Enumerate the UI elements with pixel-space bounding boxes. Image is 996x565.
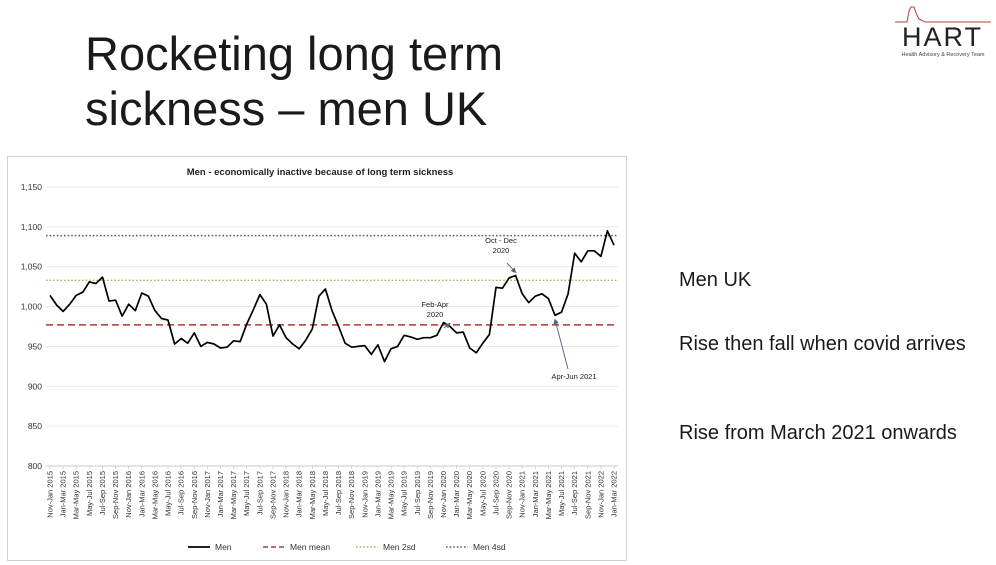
x-tick-label: May-Jul 2021 <box>557 471 566 516</box>
slide-title-line-2: sickness – men UK <box>85 82 488 135</box>
y-tick-label: 1,100 <box>21 222 43 232</box>
x-tick-label: Jul-Sep 2018 <box>334 471 343 515</box>
x-tick-label: Mar-May 2015 <box>72 471 81 519</box>
x-tick-label: Mar-May 2021 <box>544 471 553 519</box>
x-tick-label: Nov-Jan 2017 <box>203 471 212 518</box>
x-tick-label: Jul-Sep 2017 <box>255 471 264 515</box>
reference-lines <box>46 234 618 326</box>
x-tick-label: May-Jul 2015 <box>85 471 94 516</box>
men-series-line <box>49 229 615 363</box>
x-tick-label: Jan-Mar 2015 <box>59 471 68 517</box>
y-tick-label: 900 <box>28 381 42 391</box>
x-tick-label: Jan-Mar 2019 <box>373 471 382 517</box>
x-axis: Nov-Jan 2015 Jan-Mar 2015 Mar-May 2015 May-… <box>46 466 619 519</box>
x-tick-label: Jan-Mar 2020 <box>452 471 461 517</box>
logo-pulse-icon <box>895 6 991 23</box>
x-tick-label: Sep-Nov 2021 <box>583 471 592 519</box>
x-tick-label: Jul-Sep 2016 <box>177 471 186 515</box>
logo-subtitle: Health Advisory & Recovery Team <box>901 52 985 58</box>
x-tick-label: Sep-Nov 2016 <box>190 471 199 519</box>
chart-title: Men - economically inactive because of l… <box>187 167 454 178</box>
logo-text: HART <box>902 22 984 52</box>
hart-logo: HART Health Advisory & Recovery Team <box>895 5 991 65</box>
y-tick-label: 1,150 <box>21 182 43 192</box>
x-tick-label: May-Jul 2018 <box>321 471 330 516</box>
chart-container: Men - economically inactive because of l… <box>7 156 627 561</box>
y-tick-label: 1,000 <box>21 302 43 312</box>
y-tick-label: 1,050 <box>21 262 43 272</box>
side-item-covid-fall: Rise then fall when covid arrives <box>679 333 966 355</box>
x-tick-label: Jan-Mar 2021 <box>531 471 540 517</box>
x-tick-label: Sep-Nov 2017 <box>268 471 277 519</box>
y-axis: 800 850 900 950 1,000 1,050 1,100 1,150 <box>21 182 43 471</box>
x-tick-label: Sep-Nov 2018 <box>347 471 356 519</box>
x-tick-label: Nov-Jan 2019 <box>360 471 369 518</box>
legend-label: Men 2sd <box>383 542 416 552</box>
x-tick-label: Mar-May 2019 <box>387 471 396 519</box>
x-tick-label: May-Jul 2020 <box>478 471 487 516</box>
series-lines <box>49 229 615 363</box>
line-chart: Men - economically inactive because of l… <box>21 167 619 552</box>
x-tick-label: Sep-Nov 2020 <box>505 471 514 519</box>
side-item-rise-2021: Rise from March 2021 onwards <box>679 422 957 444</box>
x-tick-label: Jan-Mar 2018 <box>295 471 304 517</box>
side-item-men-uk: Men UK <box>679 269 752 291</box>
x-tick-label: Jan-Mar 2016 <box>137 471 146 517</box>
x-tick-label: Jul-Sep 2015 <box>98 471 107 515</box>
x-tick-label: Sep-Nov 2019 <box>426 471 435 519</box>
x-tick-label: Jan-Mar 2022 <box>610 471 619 517</box>
slide-title-line-1: Rocketing long term <box>85 27 503 80</box>
x-tick-label: Jul-Sep 2019 <box>413 471 422 515</box>
x-tick-label: May-Jul 2016 <box>164 471 173 516</box>
x-tick-label: Mar-May 2017 <box>229 471 238 519</box>
x-tick-label: Mar-May 2018 <box>308 471 317 519</box>
y-tick-label: 850 <box>28 421 42 431</box>
x-tick-label: Nov-Jan 2015 <box>46 471 55 518</box>
x-tick-label: Nov-Jan 2022 <box>596 471 605 518</box>
legend-label: Men 4sd <box>473 542 506 552</box>
legend-label: Men mean <box>290 542 330 552</box>
x-tick-label: Nov-Jan 2021 <box>518 471 527 518</box>
chart-legend: Men Men mean Men 2sd Men 4sd <box>188 542 506 552</box>
annotation-label: Apr-Jun 2021 <box>551 372 596 381</box>
annotation-label: Oct - Dec <box>485 236 517 245</box>
legend-label: Men <box>215 542 232 552</box>
annotation-arrow <box>506 262 517 274</box>
annotation-label: 2020 <box>493 246 510 255</box>
x-tick-label: Sep-Nov 2015 <box>111 471 120 519</box>
x-tick-label: May-Jul 2019 <box>400 471 409 516</box>
y-tick-label: 800 <box>28 461 42 471</box>
annotation-label: 2020 <box>427 310 444 319</box>
chart-gridlines <box>46 186 618 467</box>
x-tick-label: Jan-Mar 2017 <box>216 471 225 517</box>
slide-title: Rocketing long term sickness – men UK <box>85 26 645 136</box>
annotation-arrow <box>553 318 569 370</box>
x-tick-label: Jul-Sep 2021 <box>570 471 579 515</box>
x-tick-label: Nov-Jan 2020 <box>439 471 448 518</box>
annotation-label: Feb-Apr <box>421 300 449 309</box>
x-tick-label: Mar-May 2016 <box>150 471 159 519</box>
x-tick-label: Nov-Jan 2016 <box>124 471 133 518</box>
annotation-arrow <box>443 322 451 329</box>
x-tick-label: May-Jul 2017 <box>242 471 251 516</box>
x-tick-label: Jul-Sep 2020 <box>491 471 500 515</box>
x-tick-label: Mar-May 2020 <box>465 471 474 519</box>
x-tick-label: Nov-Jan 2018 <box>282 471 291 518</box>
y-tick-label: 950 <box>28 341 42 351</box>
